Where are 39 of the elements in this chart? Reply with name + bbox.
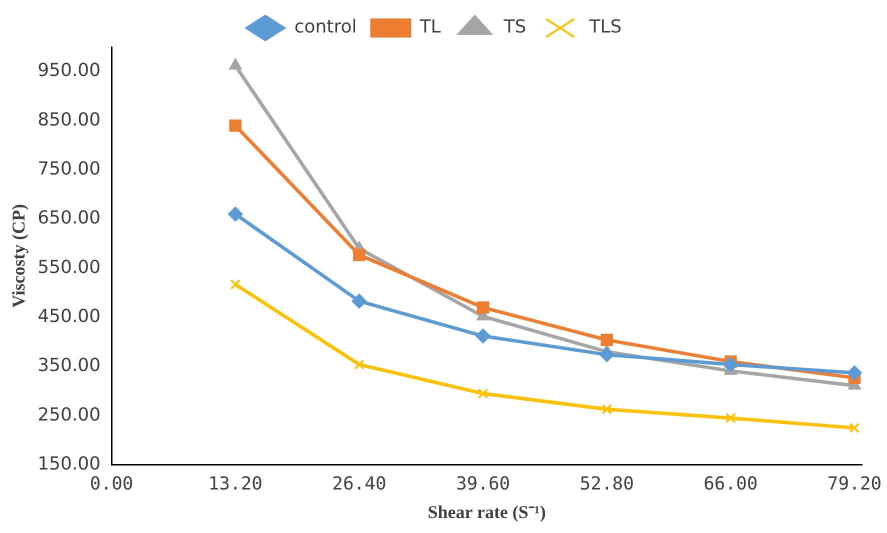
point [229,119,242,132]
point [476,301,490,314]
point [354,359,364,370]
legend-label: TL [418,16,441,38]
point [230,279,241,290]
y-tick-label: 250.00 [38,404,101,426]
point [599,347,614,362]
point [352,294,367,309]
y-tick-label: 750.00 [38,158,101,180]
point [476,328,491,344]
x-tick-label: 26.40 [332,473,386,494]
x-tick-label: 0.00 [90,473,134,494]
y-axis-title: Viscosty (CP) [8,204,28,308]
y-tick-label: 450.00 [38,306,101,328]
point [228,58,242,70]
y-tick-label: 650.00 [38,208,101,229]
y-tick-label: 550.00 [38,256,101,278]
point [846,365,862,380]
point [353,248,366,262]
x-tick-label: 52.80 [580,473,634,494]
y-tick-label: 150.00 [38,453,101,474]
point [723,357,738,372]
legend-label: control [294,16,357,38]
x-tick-label: 66.00 [704,473,758,494]
y-tick-label: 850.00 [38,109,101,130]
point [725,412,736,424]
x-tick-label: 13.20 [208,473,262,494]
x-tick-label: 39.60 [456,473,510,494]
point [602,404,612,414]
point [228,206,243,222]
legend-label: TS [502,16,526,38]
y-tick-label: 350.00 [38,355,101,376]
point [849,422,860,434]
x-axis-title: Shear rate (S⁻¹) [428,502,546,522]
y-tick-label: 950.00 [38,60,101,82]
point [600,334,614,346]
x-tick-label: 79.20 [827,473,882,494]
point [478,388,488,399]
legend-label: TLS [588,16,622,38]
